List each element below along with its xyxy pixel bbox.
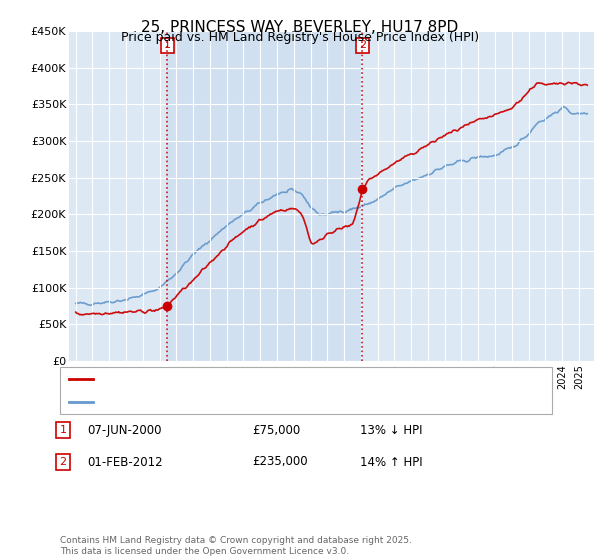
Text: 25, PRINCESS WAY, BEVERLEY, HU17 8PD: 25, PRINCESS WAY, BEVERLEY, HU17 8PD <box>142 20 458 35</box>
Text: Contains HM Land Registry data © Crown copyright and database right 2025.
This d: Contains HM Land Registry data © Crown c… <box>60 536 412 556</box>
Text: 07-JUN-2000: 07-JUN-2000 <box>87 423 161 437</box>
Text: 2: 2 <box>359 40 366 50</box>
Bar <box>167 31 362 361</box>
Text: HPI: Average price, detached house, East Riding of Yorkshire: HPI: Average price, detached house, East… <box>99 396 415 407</box>
Text: £75,000: £75,000 <box>252 423 300 437</box>
Text: 2: 2 <box>59 457 67 467</box>
Text: 1: 1 <box>164 40 171 50</box>
Text: Price paid vs. HM Land Registry's House Price Index (HPI): Price paid vs. HM Land Registry's House … <box>121 31 479 44</box>
Text: 1: 1 <box>59 425 67 435</box>
Text: 01-FEB-2012: 01-FEB-2012 <box>87 455 163 469</box>
Text: 25, PRINCESS WAY, BEVERLEY, HU17 8PD (detached house): 25, PRINCESS WAY, BEVERLEY, HU17 8PD (de… <box>99 374 409 384</box>
Text: 13% ↓ HPI: 13% ↓ HPI <box>360 423 422 437</box>
Text: 14% ↑ HPI: 14% ↑ HPI <box>360 455 422 469</box>
Text: £235,000: £235,000 <box>252 455 308 469</box>
